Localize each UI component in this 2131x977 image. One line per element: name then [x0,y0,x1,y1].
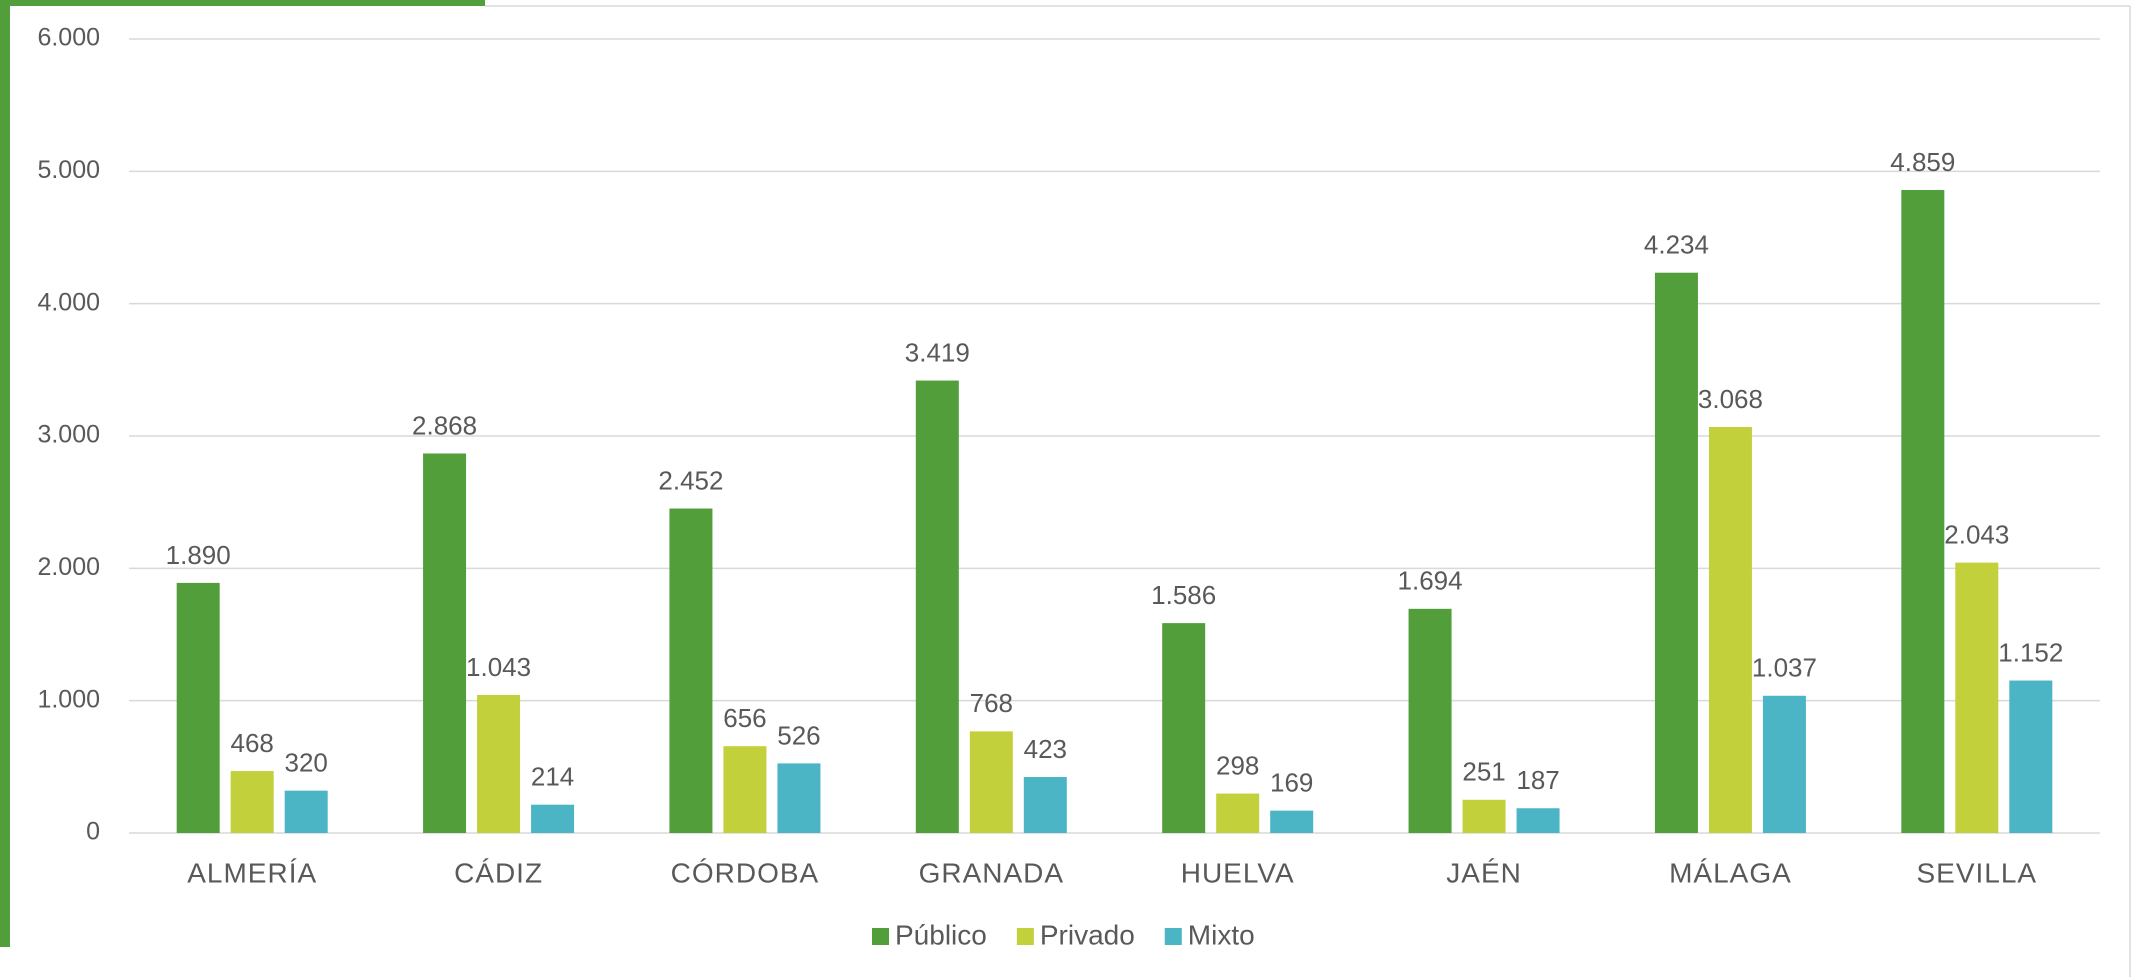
bar [477,694,521,833]
bar [1270,810,1314,833]
y-tick-label: 2.000 [37,553,100,581]
y-tick-label: 5.000 [37,156,100,184]
bar [723,746,767,833]
value-label: 187 [1516,765,1559,795]
bar [969,731,1013,833]
legend-label: Mixto [1188,919,1255,950]
legend-label: Público [895,919,987,950]
value-label: 656 [723,703,766,733]
value-label: 1.586 [1151,580,1216,610]
value-label: 423 [1024,734,1067,764]
bar [1023,777,1067,833]
value-label: 4.859 [1890,147,1955,177]
value-label: 4.234 [1644,230,1709,260]
value-label: 1.037 [1752,653,1817,683]
x-tick-label: SEVILLA [1916,857,2037,888]
value-label: 298 [1216,750,1259,780]
value-label: 214 [531,762,574,792]
bar [1462,799,1506,833]
value-label: 1.890 [166,540,231,570]
x-tick-label: CÁDIZ [454,857,543,888]
value-label: 1.043 [466,652,531,682]
bar [777,763,821,833]
y-tick-label: 4.000 [37,288,100,316]
value-label: 1.152 [1998,637,2063,667]
x-tick-label: JAÉN [1446,857,1522,888]
bar [1901,189,1945,834]
bar [2009,680,2053,833]
value-label: 526 [777,720,820,750]
value-label: 320 [284,748,327,778]
bar [1762,695,1806,833]
bar [1654,272,1698,833]
bar [1408,608,1452,833]
legend-swatch [1016,928,1034,945]
bar [176,582,220,833]
x-tick-label: GRANADA [919,857,1064,888]
legend-swatch [872,928,889,945]
value-label: 768 [970,688,1013,718]
value-label: 169 [1270,768,1313,798]
bar [1955,562,1999,833]
bar [230,771,274,833]
bar [423,453,467,833]
bar [284,790,328,833]
bar [1516,808,1560,833]
y-tick-label: 0 [86,818,100,846]
value-label: 468 [230,728,273,758]
value-label: 251 [1462,757,1505,787]
y-tick-label: 3.000 [37,421,100,449]
value-label: 1.694 [1398,566,1463,596]
bar [1708,427,1752,833]
x-tick-label: CÓRDOBA [671,857,820,888]
x-tick-label: MÁLAGA [1669,857,1792,888]
y-tick-label: 1.000 [37,685,100,713]
legend-swatch [1164,928,1182,945]
y-tick-label: 6.000 [37,24,100,52]
x-tick-label: ALMERÍA [187,857,317,888]
bar [531,804,575,833]
accent-top [0,0,485,6]
bar [1162,623,1206,833]
bar [915,380,959,833]
value-label: 3.068 [1698,384,1763,414]
value-label: 3.419 [905,337,970,367]
x-tick-label: HUELVA [1181,857,1295,888]
value-label: 2.452 [658,465,723,495]
value-label: 2.868 [412,410,477,440]
bar [1216,793,1260,833]
value-label: 2.043 [1944,520,2009,550]
accent-strip [0,0,10,947]
legend-label: Privado [1040,919,1135,950]
bar [669,508,713,833]
